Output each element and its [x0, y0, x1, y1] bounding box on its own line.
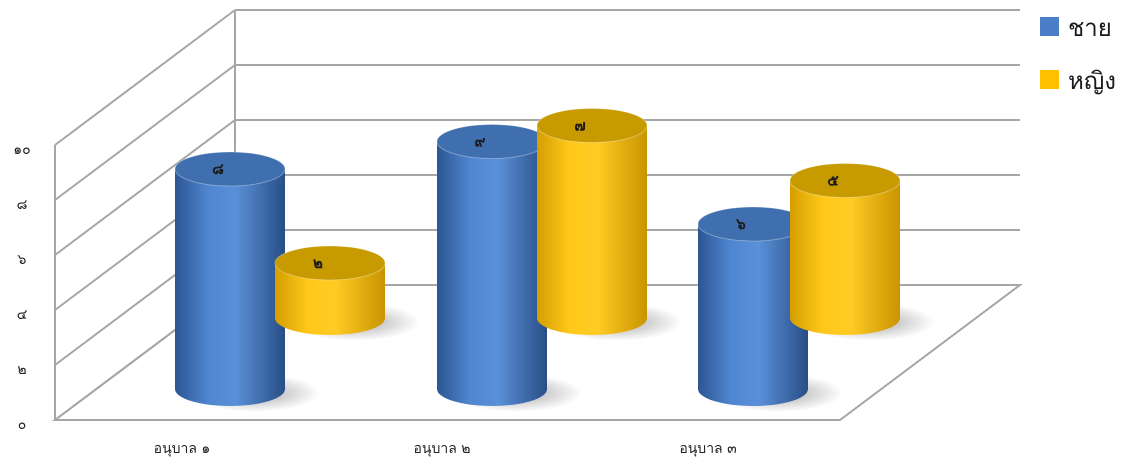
category-label: อนุบาล ๓: [679, 441, 736, 457]
bar-male-1: [175, 169, 285, 406]
bar-top: [274, 245, 386, 281]
data-label: ๘: [212, 160, 224, 178]
data-label: ๖: [735, 215, 746, 233]
data-label: ๗: [574, 117, 585, 135]
category-label: อนุบาล ๒: [414, 441, 471, 457]
category-label: อนุบาล ๑: [154, 441, 211, 457]
bar-female-3: [790, 180, 900, 335]
bar-male-2: [437, 141, 547, 406]
bar-top: [174, 151, 286, 187]
y-tick-label: ๖: [18, 252, 27, 268]
bar-top: [536, 108, 648, 143]
side-gridline: [54, 119, 236, 256]
bars: ๘๒ ๙ ๗๖ ๕: [174, 108, 901, 406]
data-label: ๙: [475, 133, 486, 151]
bar-top: [436, 124, 548, 159]
y-tick-label: ๐: [18, 417, 27, 433]
legend-swatch-female: [1040, 70, 1059, 89]
bar-female-2: [537, 125, 647, 335]
bar-male-3: [698, 224, 808, 406]
y-tick-label: ๔: [17, 307, 28, 323]
category-labels: อนุบาล ๑ อนุบาล ๒ อนุบาล ๓: [154, 441, 737, 457]
bar-female-1: [275, 263, 385, 335]
y-tick-label: ๘: [17, 197, 28, 213]
side-gridline: [54, 64, 236, 201]
y-tick-label: ๑๐: [13, 142, 30, 158]
y-tick-label: ๒: [17, 362, 26, 378]
legend-swatch-male: [1040, 17, 1059, 36]
side-gridline: [54, 9, 236, 146]
y-axis-ticks: ๐ ๒ ๔ ๖ ๘ ๑๐: [13, 142, 30, 433]
data-label: ๕: [827, 172, 839, 190]
legend-label-male: ชาย: [1068, 14, 1112, 42]
data-label: ๒: [313, 254, 323, 272]
bar-top: [789, 163, 901, 198]
legend-label-female: หญิง: [1068, 67, 1116, 95]
